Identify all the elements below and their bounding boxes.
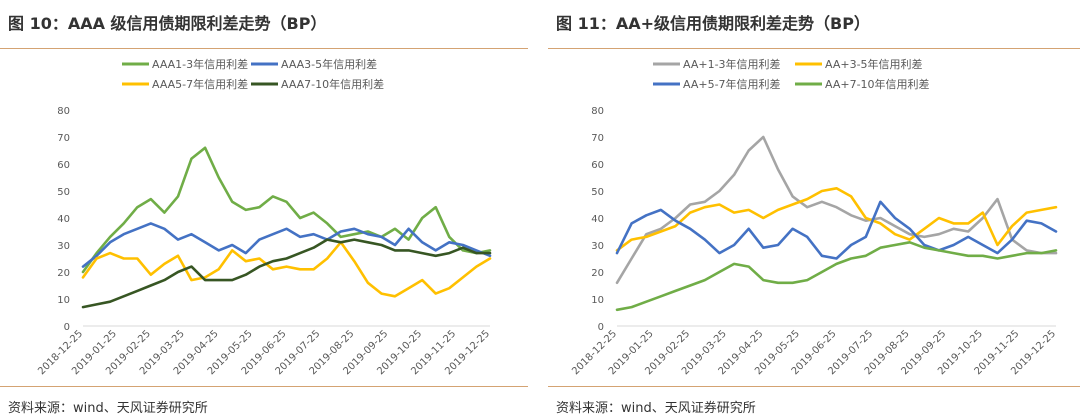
chart1-series-line-1: [81, 146, 492, 274]
chart2-series-line-1: [615, 135, 1058, 285]
chart2-legend-label-1: AA+1-3年信用利差: [683, 57, 781, 71]
chart1-ytick-10: 10: [57, 295, 70, 306]
chart1-series-line-4: [81, 238, 492, 309]
chart1-legend-label-3: AAA5-7年信用利差: [152, 77, 248, 91]
chart1-series-line-2: [81, 222, 492, 268]
chart2-ytick-20: 20: [591, 268, 604, 279]
chart2-series-line-4: [615, 241, 1058, 312]
chart1-ytick-70: 70: [57, 133, 70, 144]
chart1-ytick-0: 0: [64, 322, 70, 333]
figure-10-title: 图 10：AAA 级信用债期限利差走势（BP）: [8, 14, 327, 33]
figure-10-source: 资料来源：wind、天风证券研究所: [8, 401, 208, 416]
chart2-legend-label-2: AA+3-5年信用利差: [825, 57, 923, 71]
chart2-ytick-30: 30: [591, 241, 604, 252]
figure-10-title-rule: [0, 48, 528, 49]
chart1-series-line-3: [81, 241, 492, 298]
chart2-ytick-70: 70: [591, 133, 604, 144]
figure-11-title-rule: [548, 48, 1080, 49]
chart2-series-line-3: [615, 200, 1058, 260]
chart2-legend-label-3: AA+5-7年信用利差: [683, 77, 781, 91]
chart2-ytick-80: 80: [591, 106, 604, 117]
chart1-ytick-40: 40: [57, 214, 70, 225]
chart2-ytick-0: 0: [598, 322, 604, 333]
chart2-ytick-40: 40: [591, 214, 604, 225]
figure-10-source-rule: [0, 386, 528, 387]
chart1-legend-label-1: AAA1-3年信用利差: [152, 57, 248, 71]
chart2-ytick-50: 50: [591, 187, 604, 198]
figure-11-source-rule: [548, 386, 1080, 387]
chart1-ytick-50: 50: [57, 187, 70, 198]
chart1-ytick-20: 20: [57, 268, 70, 279]
figure-11-title: 图 11：AA+级信用债期限利差走势（BP）: [556, 14, 870, 33]
chart1-legend-label-4: AAA7-10年信用利差: [281, 77, 384, 91]
chart1-ytick-30: 30: [57, 241, 70, 252]
chart2-ytick-60: 60: [591, 160, 604, 171]
chart2-legend-label-4: AA+7-10年信用利差: [825, 77, 930, 91]
chart2-series-line-2: [615, 187, 1058, 252]
chart1-legend-label-2: AAA3-5年信用利差: [281, 57, 377, 71]
chart1-ytick-60: 60: [57, 160, 70, 171]
chart2-ytick-10: 10: [591, 295, 604, 306]
figure-11-source: 资料来源：wind、天风证券研究所: [556, 401, 756, 416]
chart1-ytick-80: 80: [57, 106, 70, 117]
